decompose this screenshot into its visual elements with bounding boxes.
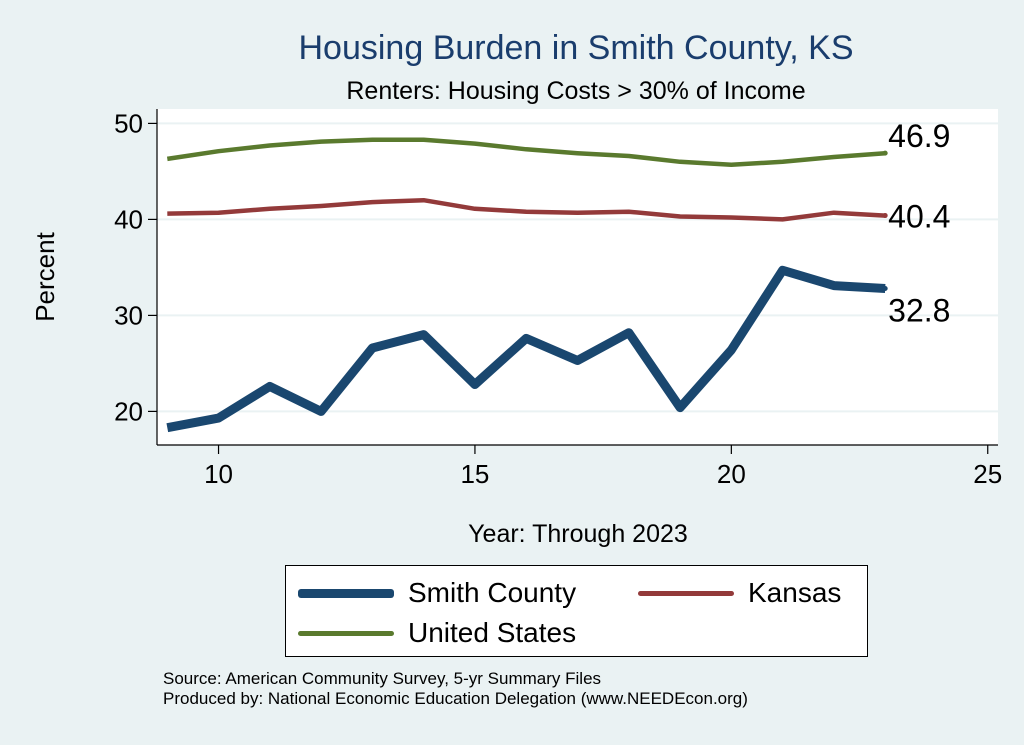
y-tick-label-50: 50 bbox=[114, 108, 143, 138]
axis-ticks: 20 30 40 50 10 15 20 25 bbox=[114, 108, 1002, 489]
plot-area bbox=[157, 109, 998, 445]
chart-subtitle: Renters: Housing Costs > 30% of Income bbox=[346, 77, 805, 105]
end-label-united-states: 46.9 bbox=[888, 118, 950, 154]
end-point-united-states bbox=[882, 150, 888, 156]
legend-label-smith-county: Smith County bbox=[408, 577, 577, 608]
legend-label-united-states: United States bbox=[408, 617, 577, 648]
legend-swatch-united-states bbox=[298, 630, 394, 636]
series-lines bbox=[166, 137, 888, 433]
series-line-united-states bbox=[166, 137, 886, 167]
x-tick-label-25: 25 bbox=[973, 459, 1002, 489]
y-tick-label-20: 20 bbox=[114, 396, 143, 426]
y-tick-label-40: 40 bbox=[114, 204, 143, 234]
legend-entry-kansas: Kansas bbox=[638, 577, 841, 609]
x-tick-label-20: 20 bbox=[717, 459, 746, 489]
legend-entry-united-states: United States bbox=[298, 617, 576, 649]
legend-swatch-kansas bbox=[638, 590, 734, 596]
gridlines bbox=[157, 122, 998, 413]
y-tick-label-30: 30 bbox=[114, 300, 143, 330]
end-point-kansas bbox=[882, 213, 888, 219]
producer-line: Produced by: National Economic Education… bbox=[163, 689, 748, 708]
legend: Smith County Kansas United States bbox=[285, 565, 868, 657]
end-label-smith-county: 32.8 bbox=[888, 293, 950, 329]
legend-entry-smith-county: Smith County bbox=[298, 577, 576, 609]
series-line-smith-county bbox=[166, 265, 886, 433]
chart-title: Housing Burden in Smith County, KS bbox=[299, 29, 854, 67]
x-axis-label: Year: Through 2023 bbox=[468, 520, 688, 548]
legend-swatch-smith-county bbox=[298, 588, 394, 598]
end-label-kansas: 40.4 bbox=[888, 199, 950, 235]
end-labels: 46.9 40.4 32.8 bbox=[888, 118, 950, 328]
y-axis-label: Percent bbox=[30, 231, 60, 321]
end-point-smith-county bbox=[882, 286, 888, 292]
source-note: Source: American Community Survey, 5-yr … bbox=[163, 669, 748, 709]
x-tick-label-10: 10 bbox=[204, 459, 233, 489]
legend-label-kansas: Kansas bbox=[748, 577, 842, 608]
source-line: Source: American Community Survey, 5-yr … bbox=[163, 669, 602, 688]
x-tick-label-15: 15 bbox=[460, 459, 489, 489]
series-line-kansas bbox=[167, 197, 886, 222]
